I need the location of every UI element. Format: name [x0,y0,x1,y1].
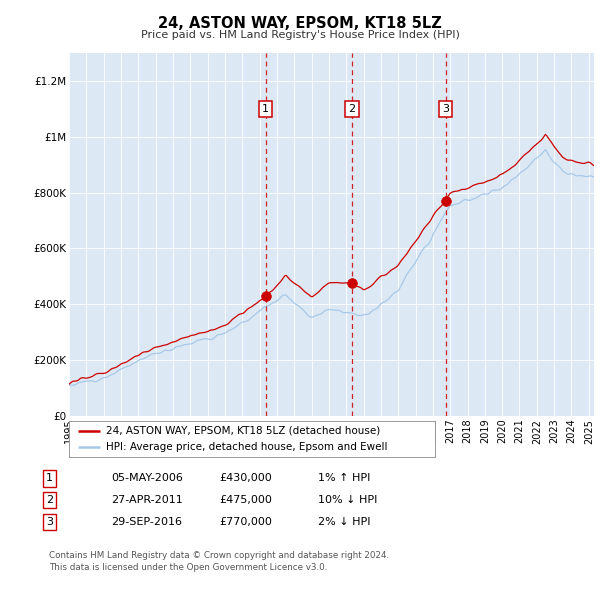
Text: 2: 2 [46,496,53,505]
Text: 1% ↑ HPI: 1% ↑ HPI [318,474,370,483]
Text: 3: 3 [442,104,449,114]
Text: 2: 2 [349,104,356,114]
Text: Contains HM Land Registry data © Crown copyright and database right 2024.
This d: Contains HM Land Registry data © Crown c… [49,551,389,572]
Text: £475,000: £475,000 [219,496,272,505]
Text: 29-SEP-2016: 29-SEP-2016 [111,517,182,527]
Text: £770,000: £770,000 [219,517,272,527]
Text: 1: 1 [46,474,53,483]
Text: 27-APR-2011: 27-APR-2011 [111,496,183,505]
Text: 3: 3 [46,517,53,527]
Text: 05-MAY-2006: 05-MAY-2006 [111,474,183,483]
Text: Price paid vs. HM Land Registry's House Price Index (HPI): Price paid vs. HM Land Registry's House … [140,31,460,40]
Text: 2% ↓ HPI: 2% ↓ HPI [318,517,371,527]
Text: 10% ↓ HPI: 10% ↓ HPI [318,496,377,505]
Text: 24, ASTON WAY, EPSOM, KT18 5LZ: 24, ASTON WAY, EPSOM, KT18 5LZ [158,16,442,31]
Text: 24, ASTON WAY, EPSOM, KT18 5LZ (detached house): 24, ASTON WAY, EPSOM, KT18 5LZ (detached… [106,425,380,435]
Text: £430,000: £430,000 [219,474,272,483]
Text: 1: 1 [262,104,269,114]
Text: HPI: Average price, detached house, Epsom and Ewell: HPI: Average price, detached house, Epso… [106,442,387,453]
